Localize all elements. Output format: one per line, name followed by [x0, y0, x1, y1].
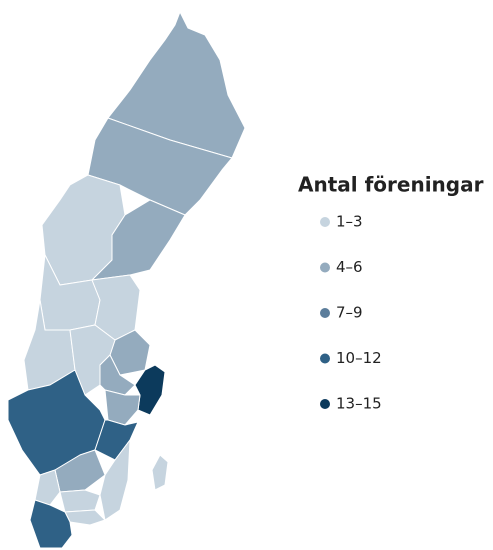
legend-swatch [320, 353, 330, 364]
region [91, 199, 186, 281]
legend-swatch [320, 262, 330, 273]
legend-swatch [320, 308, 330, 318]
region [29, 499, 73, 549]
legend-label: 10–12 [336, 349, 382, 367]
legend-swatch [320, 217, 330, 227]
region [94, 419, 139, 461]
region [151, 454, 169, 491]
legend-label: 1–3 [336, 213, 363, 231]
region [134, 364, 166, 416]
region [64, 509, 106, 526]
legend-label: 7–9 [336, 304, 363, 322]
legend-label: 4–6 [336, 258, 363, 276]
region [104, 389, 141, 426]
regions [7, 11, 246, 549]
legend-swatch [320, 399, 330, 409]
region [99, 439, 131, 521]
region [59, 489, 101, 513]
legend-label: 13–15 [336, 395, 382, 413]
region [99, 354, 136, 396]
region [34, 469, 61, 506]
legend-title: Antal föreningar [298, 173, 484, 197]
